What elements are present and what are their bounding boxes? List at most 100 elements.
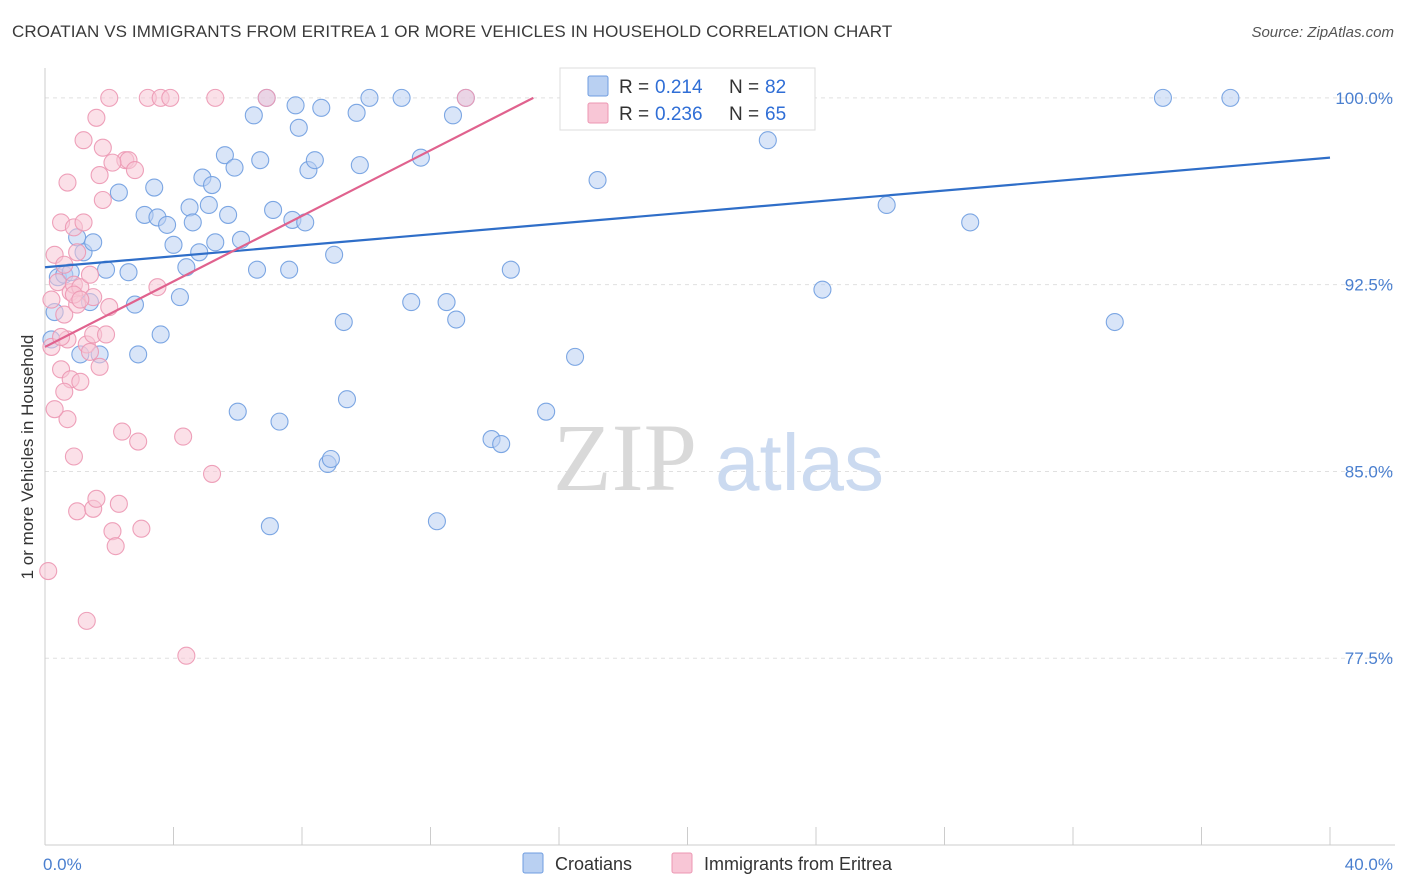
point-series1-33: [93, 190, 112, 210]
point-series1-44: [125, 161, 144, 180]
legend-r-value-1: 0.214: [655, 77, 703, 98]
point-series0-20: [177, 258, 196, 277]
point-series1-17: [68, 502, 87, 521]
point-series1-19: [68, 243, 87, 262]
point-series0-37: [260, 517, 279, 536]
point-series0-23: [190, 243, 209, 262]
points-layer: [39, 88, 1240, 665]
point-series0-16: [151, 325, 170, 344]
watermark: ZIP atlas: [553, 404, 884, 511]
point-series0-56: [392, 88, 411, 107]
point-series1-52: [177, 646, 196, 665]
point-series0-6: [84, 233, 103, 252]
point-series0-43: [289, 118, 308, 137]
legend-swatch-eritrea: [587, 102, 609, 124]
point-series1-41: [113, 422, 132, 441]
legend-swatch-croatians: [587, 75, 609, 97]
point-series0-52: [337, 390, 357, 409]
source-label: Source: ZipAtlas.com: [1251, 24, 1394, 41]
point-series1-54: [206, 88, 225, 107]
watermark-zip: ZIP: [553, 404, 697, 511]
point-series1-64: [90, 357, 109, 376]
point-series1-53: [203, 464, 222, 483]
series-legend: Croatians Immigrants from Eritrea: [522, 852, 893, 874]
point-series1-26: [80, 342, 100, 361]
x-tick-label-start: 0.0%: [43, 855, 82, 874]
point-series0-75: [1153, 88, 1172, 107]
point-series0-19: [170, 288, 189, 307]
point-series0-72: [877, 195, 896, 215]
legend-n-value-2: 65: [765, 104, 786, 125]
chart-title: CROATIAN VS IMMIGRANTS FROM ERITREA 1 OR…: [12, 22, 893, 41]
point-series0-28: [215, 146, 234, 165]
point-series1-62: [103, 153, 122, 172]
point-series1-63: [55, 382, 74, 401]
y-tick-label-3: 77.5%: [1345, 649, 1393, 668]
point-series0-64: [492, 434, 511, 454]
point-series0-71: [813, 280, 832, 299]
point-series0-39: [270, 412, 289, 431]
point-series1-34: [93, 138, 112, 157]
point-series0-42: [286, 96, 305, 115]
point-series1-11: [58, 173, 77, 192]
point-series1-8: [55, 305, 74, 324]
point-series0-33: [244, 106, 263, 125]
point-series0-74: [1105, 312, 1124, 332]
point-series0-65: [501, 260, 520, 279]
point-series1-61: [80, 265, 100, 284]
point-series1-60: [71, 290, 90, 309]
point-series0-50: [325, 245, 344, 264]
point-series1-21: [71, 372, 90, 391]
point-series1-56: [456, 88, 475, 107]
point-series0-27: [206, 233, 225, 252]
legend-r-value-2: 0.236: [655, 104, 703, 125]
point-series1-55: [257, 88, 276, 107]
point-series0-55: [360, 88, 379, 107]
point-series0-35: [251, 151, 270, 170]
point-series0-57: [402, 293, 421, 312]
bottom-legend-swatch-eritrea: [671, 852, 693, 874]
point-series0-49: [321, 449, 340, 469]
point-series0-81: [537, 402, 556, 421]
point-series0-66: [566, 347, 585, 366]
point-series0-76: [1221, 88, 1240, 107]
stats-legend: R = 0.214 N = 82 R = 0.236 N = 65: [559, 67, 816, 131]
y-axis-label: 1 or more Vehicles in Household: [18, 335, 37, 580]
point-series0-26: [203, 175, 222, 195]
point-series1-10: [58, 410, 77, 429]
legend-r-label-2: R =: [619, 104, 649, 125]
point-series0-61: [447, 310, 466, 329]
point-series1-35: [96, 325, 116, 344]
point-series1-14: [64, 447, 83, 466]
point-series1-22: [74, 131, 93, 150]
point-series1-32: [90, 166, 109, 185]
point-series1-31: [87, 108, 106, 127]
point-series0-59: [427, 512, 446, 531]
bottom-legend-croatians: Croatians: [555, 854, 632, 874]
point-series0-30: [225, 158, 244, 177]
point-series0-21: [180, 198, 199, 217]
point-series0-38: [264, 200, 283, 220]
bottom-legend-swatch-croatians: [522, 852, 544, 874]
point-series0-14: [145, 178, 164, 197]
point-series1-37: [100, 88, 119, 107]
point-series0-40: [280, 260, 299, 279]
point-series0-53: [347, 103, 366, 122]
point-series1-38: [103, 522, 122, 541]
point-series0-51: [334, 312, 353, 332]
y-tick-label-0: 100.0%: [1335, 89, 1393, 108]
point-series0-60: [443, 106, 463, 125]
point-series0-17: [158, 215, 177, 234]
point-series0-47: [312, 98, 331, 117]
trend-line-series1: [44, 96, 534, 348]
legend-n-value-1: 82: [765, 77, 786, 98]
point-series0-73: [961, 213, 980, 232]
point-series0-11: [119, 263, 138, 282]
point-series1-30: [87, 489, 106, 508]
point-series1-50: [161, 88, 180, 107]
point-series0-10: [109, 183, 128, 202]
x-tick-label-end: 40.0%: [1345, 855, 1393, 874]
point-series1-0: [39, 562, 58, 581]
legend-n-label-1: N =: [729, 77, 759, 98]
